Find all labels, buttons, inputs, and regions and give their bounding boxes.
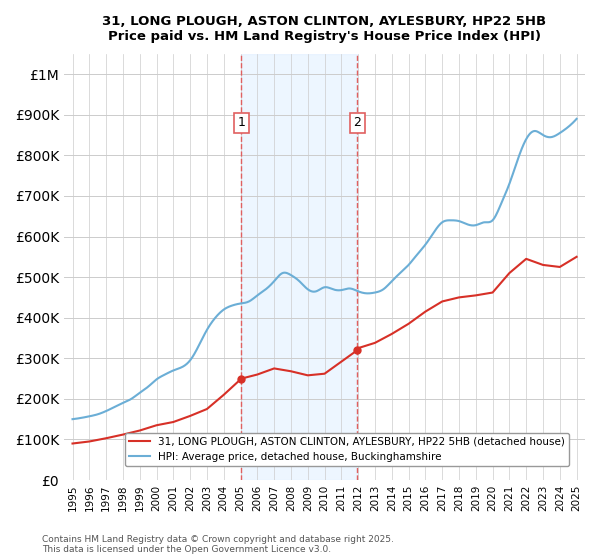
Title: 31, LONG PLOUGH, ASTON CLINTON, AYLESBURY, HP22 5HB
Price paid vs. HM Land Regis: 31, LONG PLOUGH, ASTON CLINTON, AYLESBUR… xyxy=(103,15,547,43)
Text: 1: 1 xyxy=(238,116,245,129)
Legend: 31, LONG PLOUGH, ASTON CLINTON, AYLESBURY, HP22 5HB (detached house), HPI: Avera: 31, LONG PLOUGH, ASTON CLINTON, AYLESBUR… xyxy=(125,433,569,466)
Bar xyxy=(241,54,358,480)
Text: Contains HM Land Registry data © Crown copyright and database right 2025.
This d: Contains HM Land Registry data © Crown c… xyxy=(42,535,394,554)
Text: 2: 2 xyxy=(353,116,361,129)
